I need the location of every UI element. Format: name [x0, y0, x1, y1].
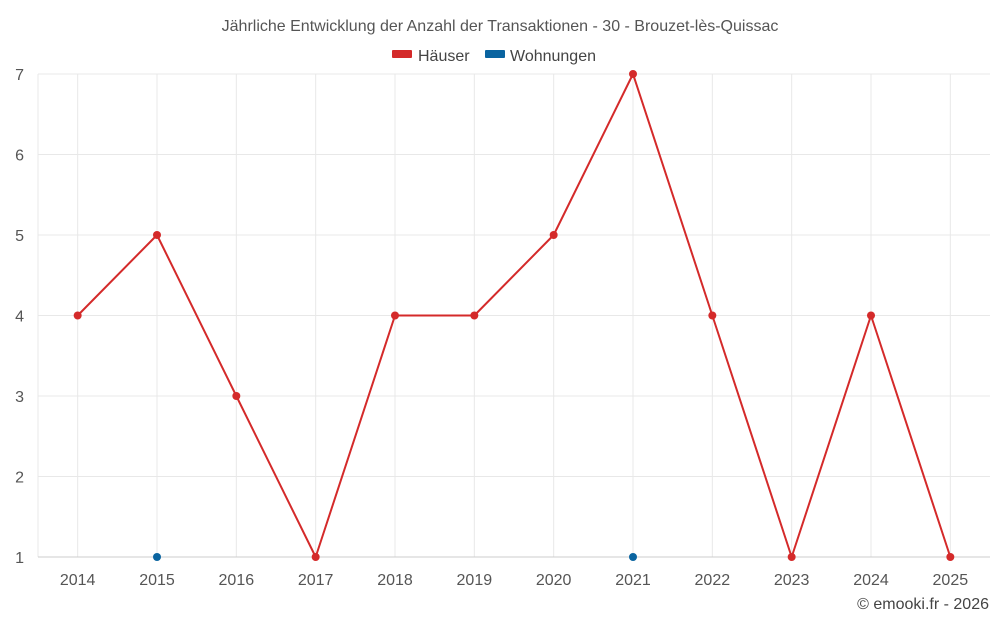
x-tick-label: 2024: [853, 572, 889, 589]
data-point-haeuser[interactable]: [708, 311, 717, 320]
data-point-haeuser[interactable]: [153, 231, 161, 239]
grid: [37, 73, 990, 557]
data-point-haeuser[interactable]: [629, 70, 637, 78]
legend-swatch-wohnungen: [485, 50, 505, 58]
data-point-haeuser[interactable]: [311, 553, 320, 561]
legend-swatch-haeuser: [392, 50, 412, 58]
x-tick-label: 2016: [219, 572, 255, 589]
legend-item-haeuser[interactable]: Häuser: [392, 48, 470, 65]
data-point-haeuser[interactable]: [787, 553, 796, 561]
x-tick-label: 2018: [377, 572, 413, 589]
x-tick-label: 2021: [615, 572, 651, 589]
data-point-haeuser[interactable]: [470, 311, 479, 320]
y-tick-label: 3: [15, 389, 24, 406]
data-point-haeuser[interactable]: [946, 553, 955, 561]
series: [73, 70, 955, 561]
chart-title: Jährliche Entwicklung der Anzahl der Tra…: [222, 18, 779, 35]
y-tick-label: 6: [15, 148, 24, 165]
data-point-wohnungen[interactable]: [629, 553, 637, 561]
x-tick-label: 2023: [774, 572, 810, 589]
legend-item-wohnungen[interactable]: Wohnungen: [485, 48, 596, 65]
data-point-haeuser[interactable]: [391, 311, 399, 320]
legend: Häuser Wohnungen: [392, 48, 596, 65]
x-tick-label: 2014: [60, 572, 96, 589]
legend-label-wohnungen: Wohnungen: [510, 48, 596, 65]
x-tick-label: 2015: [139, 572, 175, 589]
y-tick-label: 7: [15, 67, 24, 84]
x-tick-label: 2020: [536, 572, 572, 589]
data-point-wohnungen[interactable]: [153, 553, 161, 561]
x-tick-label: 2019: [457, 572, 493, 589]
x-tick-label: 2025: [933, 572, 969, 589]
y-tick-label: 2: [15, 470, 24, 487]
data-point-haeuser[interactable]: [232, 392, 241, 400]
x-tick-label: 2022: [695, 572, 731, 589]
data-point-haeuser[interactable]: [867, 311, 875, 320]
y-tick-label: 4: [15, 309, 24, 326]
axes: 1 2 3 4 5 6 7 2014 2015 2016 2017 2018 2019 2020 2021 2…: [15, 67, 990, 589]
credit: © emooki.fr - 2026: [857, 596, 989, 613]
y-tick-label: 1: [15, 550, 24, 567]
legend-label-haeuser: Häuser: [418, 48, 470, 65]
data-point-haeuser[interactable]: [549, 231, 558, 239]
series-line-haeuser: [76, 73, 952, 558]
x-tick-label: 2017: [298, 572, 334, 589]
y-tick-label: 5: [15, 228, 24, 245]
data-point-haeuser[interactable]: [73, 311, 82, 320]
